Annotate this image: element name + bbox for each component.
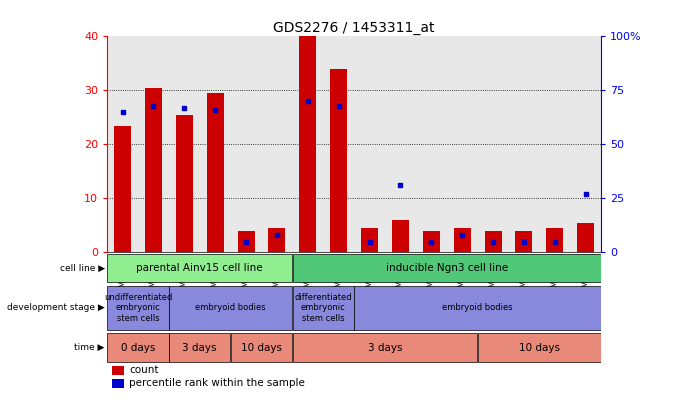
Text: parental Ainv15 cell line: parental Ainv15 cell line	[136, 263, 263, 273]
Bar	[293, 333, 477, 362]
Bar	[169, 286, 292, 330]
Bar	[577, 223, 594, 252]
Text: 10 days: 10 days	[519, 343, 560, 353]
Bar	[112, 366, 124, 375]
Bar	[207, 93, 224, 252]
Text: differentiated
embryonic
stem cells: differentiated embryonic stem cells	[294, 293, 352, 323]
Text: time ▶: time ▶	[74, 343, 104, 352]
Text: development stage ▶: development stage ▶	[7, 303, 104, 312]
Bar	[107, 254, 292, 282]
Text: embryoid bodies: embryoid bodies	[442, 303, 513, 312]
Bar	[423, 231, 440, 252]
Bar	[114, 126, 131, 252]
Bar	[478, 333, 601, 362]
Bar	[268, 228, 285, 252]
Bar	[392, 220, 409, 252]
Bar	[169, 333, 230, 362]
Text: inducible Ngn3 cell line: inducible Ngn3 cell line	[386, 263, 508, 273]
Bar	[231, 333, 292, 362]
Bar	[107, 286, 169, 330]
Bar	[361, 228, 378, 252]
Bar	[107, 333, 169, 362]
Bar	[176, 115, 193, 252]
Text: 3 days: 3 days	[182, 343, 217, 353]
Bar	[293, 286, 354, 330]
Bar	[515, 231, 533, 252]
Bar	[330, 69, 347, 252]
Bar	[293, 254, 601, 282]
Text: 10 days: 10 days	[241, 343, 282, 353]
Text: embryoid bodies: embryoid bodies	[196, 303, 266, 312]
Text: undifferentiated
embryonic
stem cells: undifferentiated embryonic stem cells	[104, 293, 172, 323]
Text: percentile rank within the sample: percentile rank within the sample	[129, 378, 305, 388]
Bar	[547, 228, 563, 252]
Text: cell line ▶: cell line ▶	[59, 264, 104, 273]
Bar	[354, 286, 601, 330]
Bar	[112, 379, 124, 388]
Text: 0 days: 0 days	[121, 343, 155, 353]
Bar	[238, 231, 254, 252]
Title: GDS2276 / 1453311_at: GDS2276 / 1453311_at	[274, 21, 435, 35]
Text: 3 days: 3 days	[368, 343, 402, 353]
Bar	[484, 231, 502, 252]
Bar	[145, 88, 162, 252]
Text: count: count	[129, 365, 159, 375]
Bar	[299, 36, 316, 252]
Bar	[454, 228, 471, 252]
